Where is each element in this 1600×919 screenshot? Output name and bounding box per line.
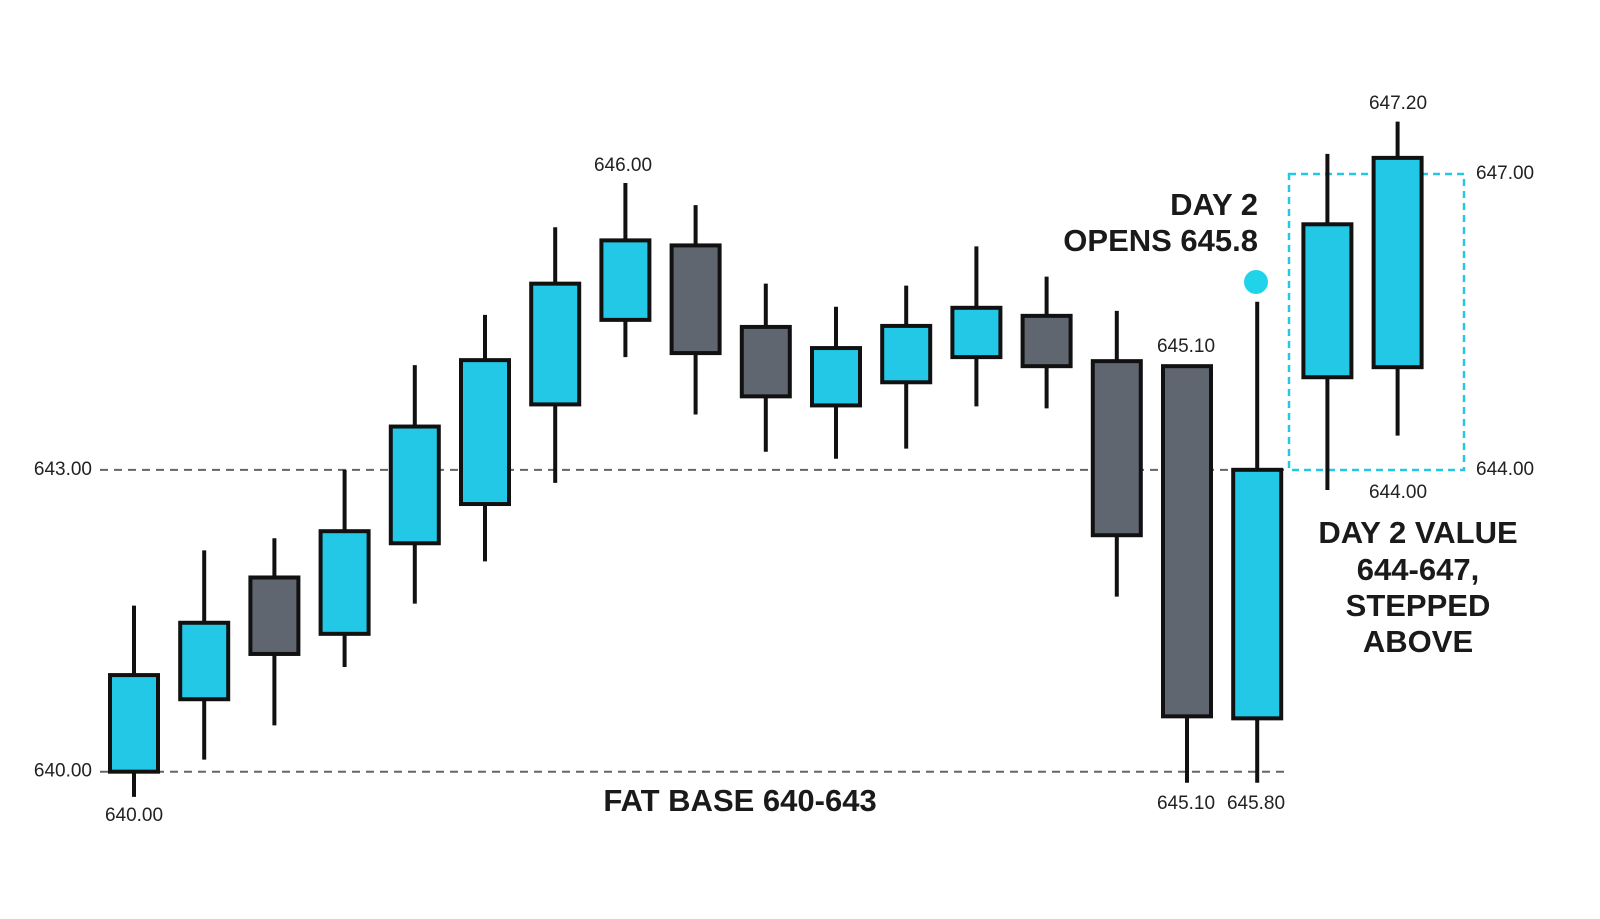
candle-body: [810, 346, 862, 408]
candle-body: [1231, 467, 1284, 721]
candle-body: [459, 358, 511, 507]
annotation: STEPPED: [1346, 588, 1491, 623]
candle-body: [599, 238, 652, 322]
candle-body: [108, 673, 160, 774]
candle-body: [318, 529, 371, 636]
y-tick-label: 640.00: [34, 761, 92, 782]
annotation: 645.10: [1157, 336, 1215, 357]
candle-body: [950, 305, 1003, 360]
candle-body: [1090, 359, 1143, 538]
candle-body: [388, 424, 441, 546]
annotation: 644.00: [1476, 459, 1534, 480]
annotation: DAY 2 VALUE: [1318, 515, 1517, 550]
candle-body: [1371, 155, 1424, 370]
candle-body: [739, 324, 792, 399]
candle-body: [1161, 364, 1213, 719]
candle-body: [529, 281, 582, 407]
candle-body: [1301, 222, 1354, 380]
candle-body: [1020, 313, 1073, 369]
candle-body: [248, 575, 301, 656]
annotation: 646.00: [594, 155, 652, 176]
annotation: ABOVE: [1363, 624, 1473, 659]
candle-body: [880, 323, 933, 385]
annotation: 647.20: [1369, 93, 1427, 114]
annotation: DAY 2: [1170, 187, 1258, 222]
annotation: 644-647,: [1357, 552, 1479, 587]
annotation: 647.00: [1476, 163, 1534, 184]
candle-body: [669, 243, 722, 356]
annotation: 640.00: [105, 805, 163, 826]
open-marker: [1244, 270, 1268, 294]
annotation: 644.00: [1369, 482, 1427, 503]
candle-body: [178, 620, 231, 702]
annotation: 645.80: [1227, 793, 1285, 814]
y-tick-label: 643.00: [34, 459, 92, 480]
annotation: OPENS 645.8: [1063, 223, 1258, 258]
annotation: 645.10: [1157, 793, 1215, 814]
annotation: FAT BASE 640-643: [603, 783, 876, 818]
